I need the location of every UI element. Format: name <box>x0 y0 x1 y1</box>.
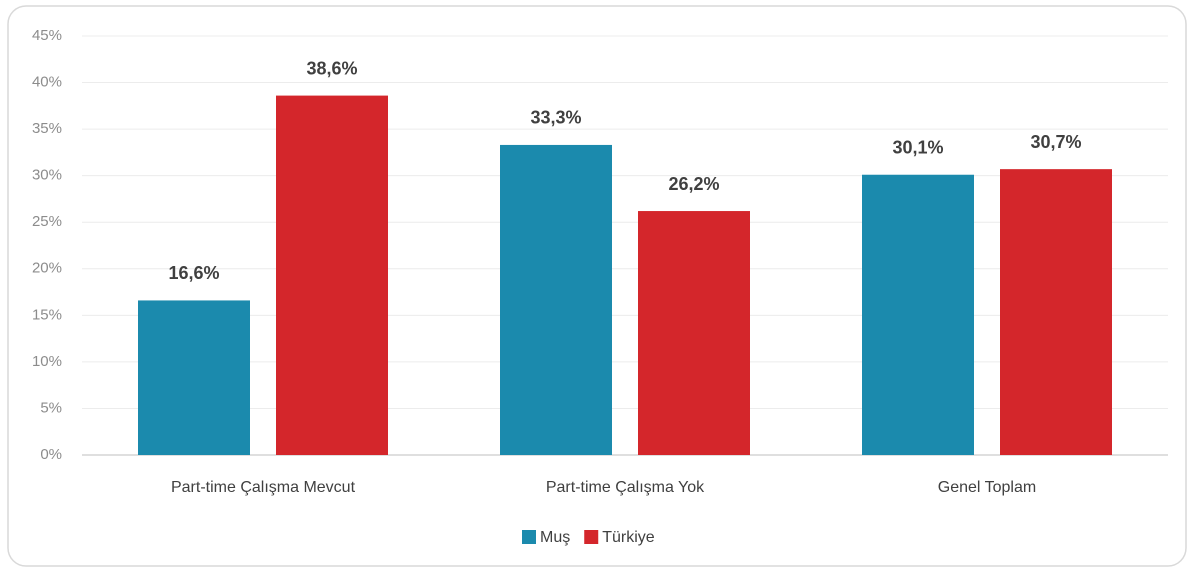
y-tick-label: 5% <box>40 399 62 416</box>
x-tick-label: Part-time Çalışma Yok <box>546 479 705 496</box>
y-tick-label: 15% <box>32 306 62 323</box>
value-label: 30,1% <box>892 137 943 157</box>
y-tick-label: 0% <box>40 446 62 463</box>
y-tick-label: 45% <box>32 27 62 44</box>
y-tick-label: 25% <box>32 213 62 230</box>
bar <box>500 144 612 455</box>
legend-swatch <box>522 530 536 544</box>
x-tick-label: Genel Toplam <box>938 479 1036 496</box>
y-tick-label: 35% <box>32 120 62 137</box>
bar <box>1000 169 1112 455</box>
y-tick-label: 20% <box>32 260 62 277</box>
bar <box>276 95 388 455</box>
legend-swatch <box>584 530 599 544</box>
y-tick-label: 10% <box>32 353 62 370</box>
legend-label: Türkiye <box>602 529 655 546</box>
value-label: 30,7% <box>1030 132 1081 152</box>
x-tick-label: Part-time Çalışma Mevcut <box>171 479 356 496</box>
value-label: 16,6% <box>168 263 219 283</box>
legend-label: Muş <box>540 529 570 546</box>
y-tick-label: 40% <box>32 74 62 91</box>
y-tick-label: 30% <box>32 167 62 184</box>
value-label: 33,3% <box>530 108 581 128</box>
bar <box>638 211 750 455</box>
bar <box>138 300 250 455</box>
value-label: 38,6% <box>306 58 357 78</box>
bar <box>862 174 974 456</box>
value-label: 26,2% <box>668 174 719 194</box>
